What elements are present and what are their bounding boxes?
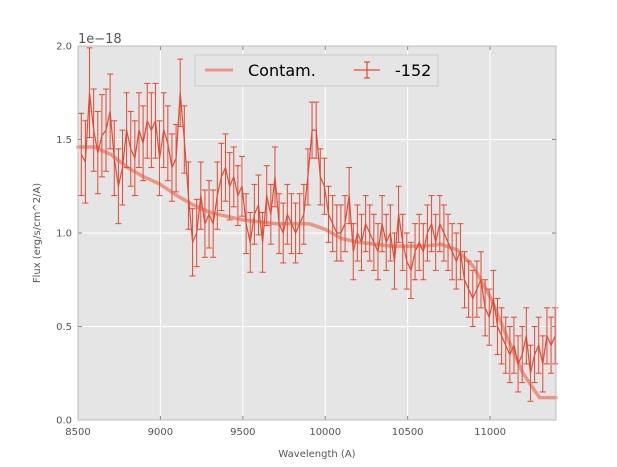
plot-frame [77,45,557,421]
x-tick-label: 10500 [392,427,424,438]
x-tick-label: 8500 [65,427,90,438]
error-bar [78,112,85,197]
legend-contam-label: Contam. [248,61,316,80]
offset-text: 1e−18 [78,32,122,47]
data-series [78,47,559,402]
x-axis-label: Wavelength (A) [278,449,355,460]
legend-box [194,54,439,87]
contam-series [76,145,558,400]
legend-data-swatch [354,61,380,79]
y-tick-label: 1.5 [56,135,72,146]
y-tick-label: 0.5 [56,322,72,333]
x-tick-label: 9000 [148,427,173,438]
legend: Contam. -152 [194,54,439,87]
error-bar [552,307,559,365]
contam-line [76,145,558,400]
y-tick-label: 1.0 [56,229,72,240]
y-axis-label: Flux (erg/s/cm^2/A) [32,183,43,283]
y-tick-label: 0.0 [56,416,72,427]
x-tick-label: 11000 [474,427,506,438]
x-tick-label: 10000 [309,427,341,438]
legend-data-label: -152 [395,61,431,80]
data-line [80,92,556,374]
x-tick-label: 9500 [230,427,255,438]
y-tick-label: 2.0 [56,42,72,53]
